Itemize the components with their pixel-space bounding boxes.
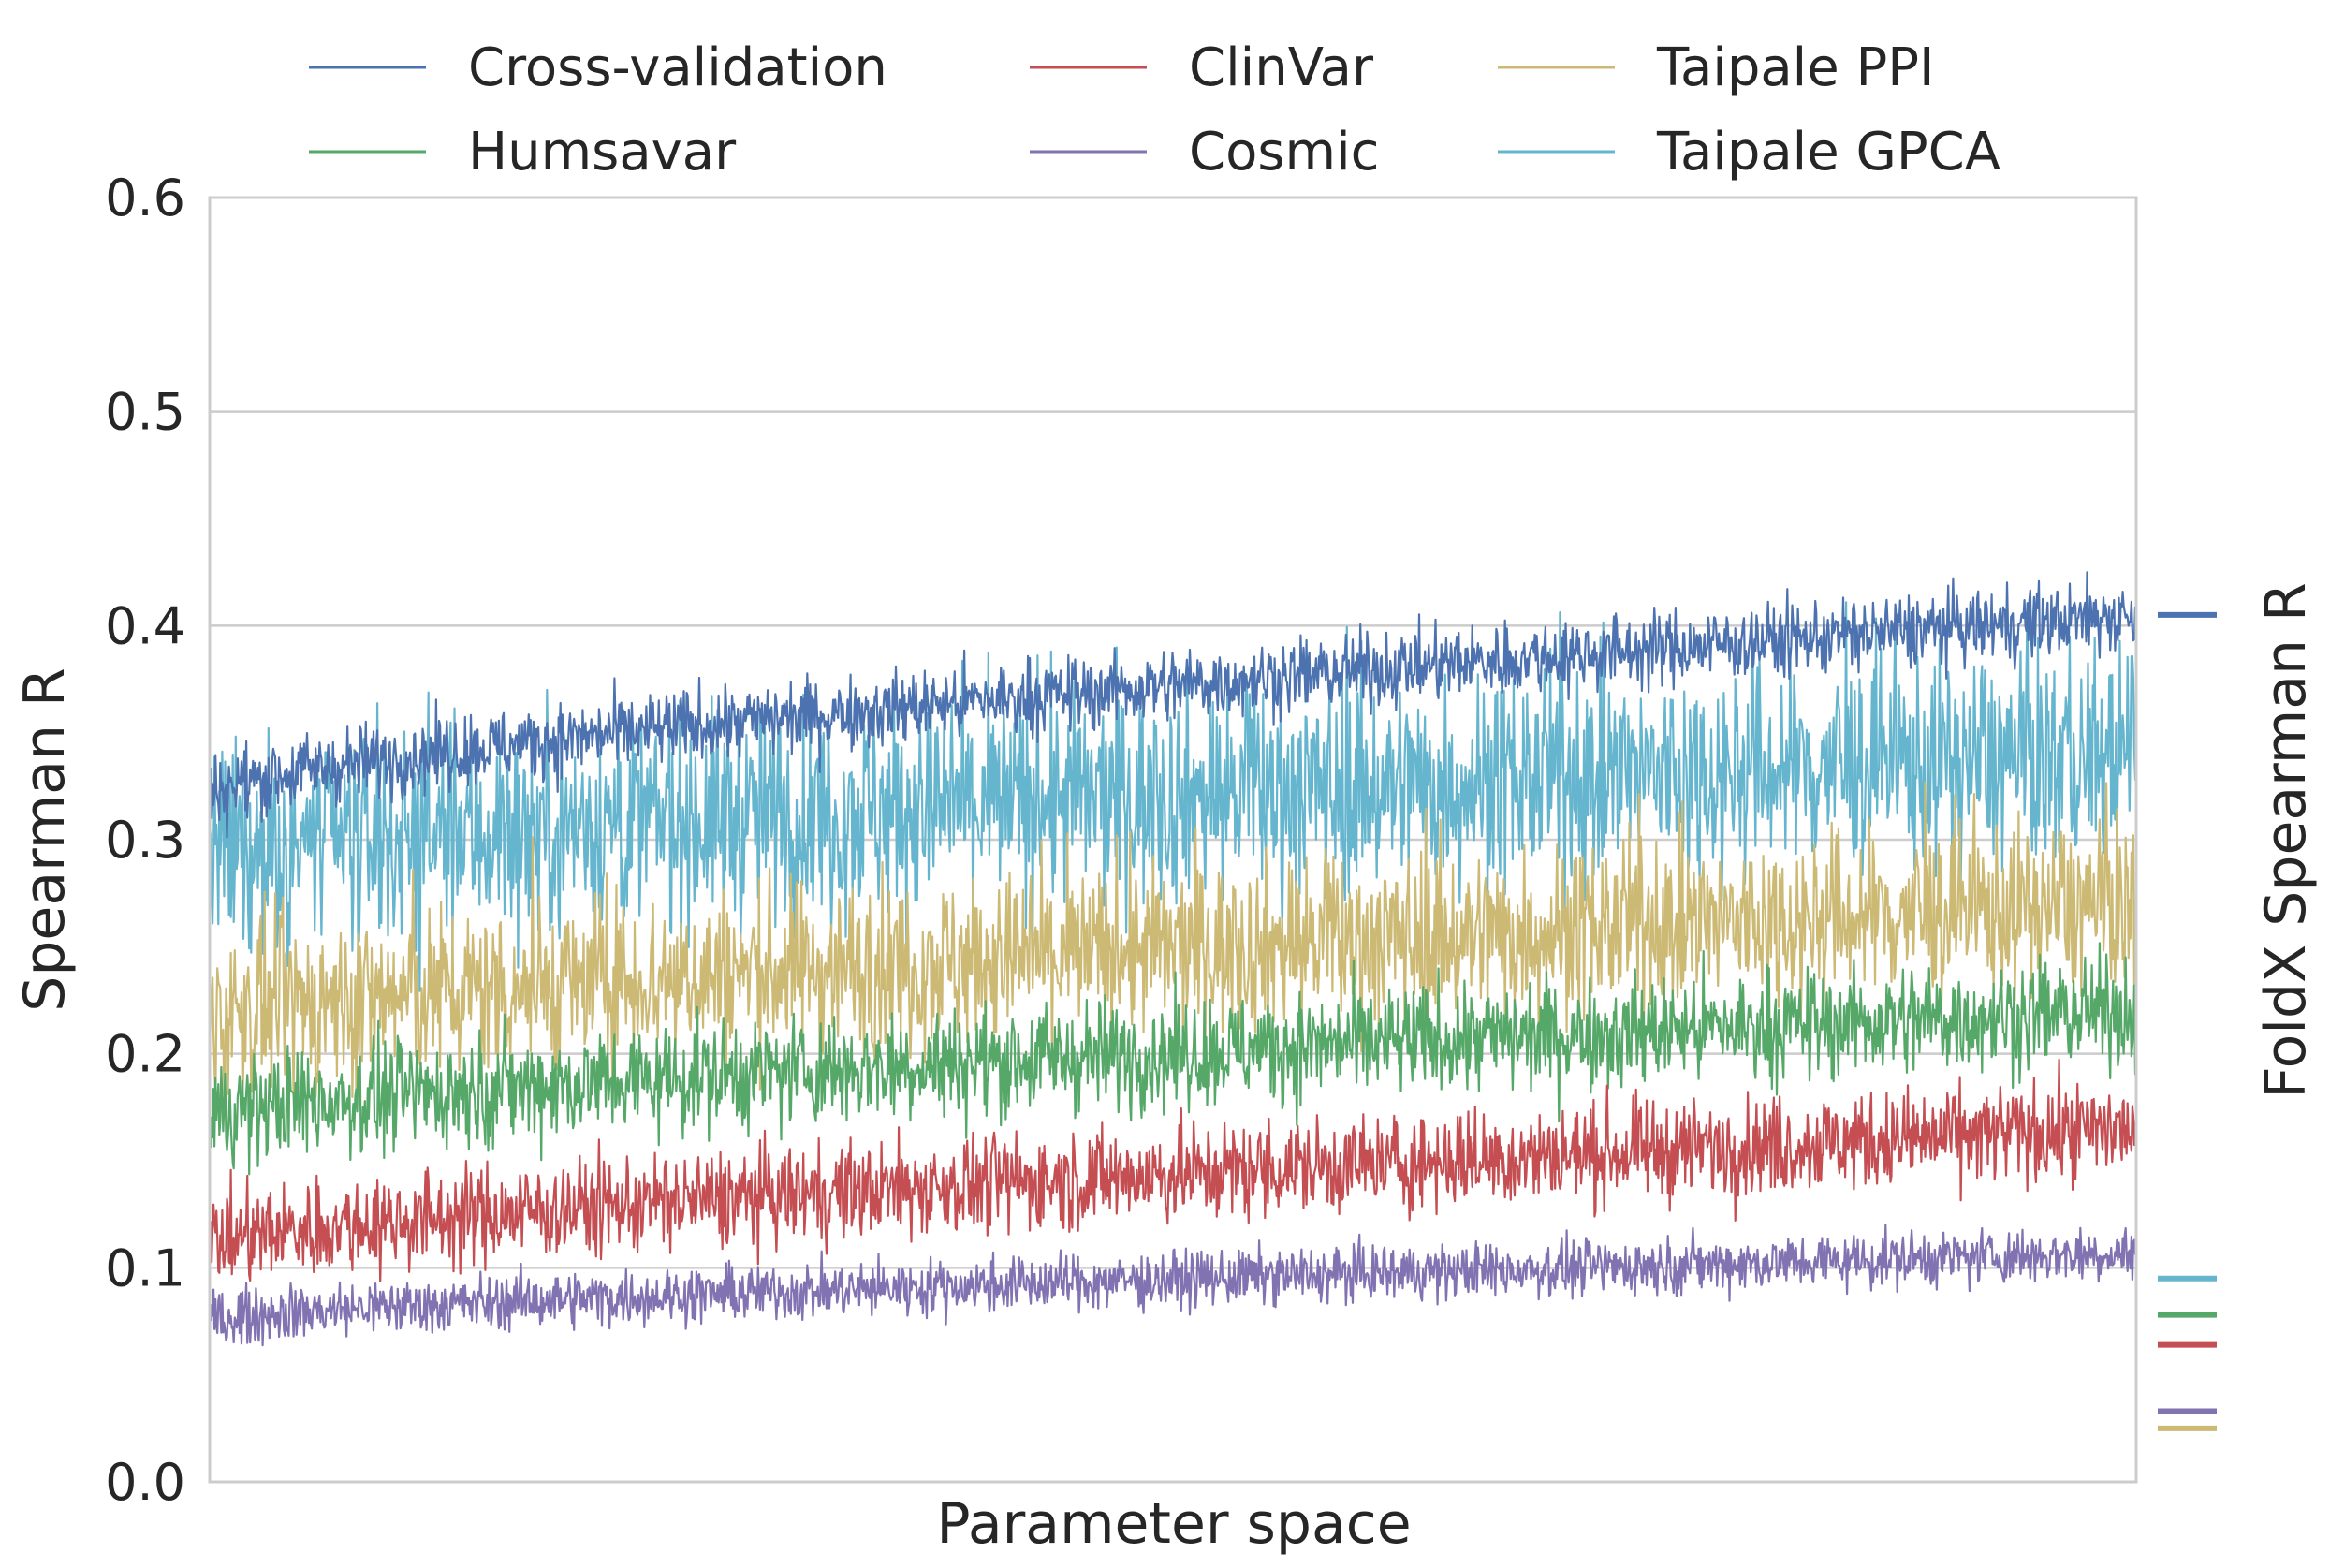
legend-label: ClinVar: [1189, 37, 1374, 98]
legend-label: Cosmic: [1189, 122, 1379, 183]
legend-label: Taipale GPCA: [1656, 122, 2000, 183]
y-tick-label: 0.0: [105, 1453, 185, 1512]
y-tick-label: 0.3: [105, 811, 185, 870]
y-tick-label: 0.2: [105, 1025, 185, 1084]
x-axis-label: Parameter space: [936, 1491, 1411, 1557]
series-line-cosmic: [209, 1224, 2138, 1347]
right-axis-label: FoldX Spearman R: [2253, 582, 2319, 1098]
y-tick-label: 0.1: [105, 1238, 185, 1297]
series-layer: [208, 571, 2138, 1347]
series-line-cross-validation: [208, 571, 2138, 839]
series-line-taipale-gpca: [208, 601, 2138, 992]
y-tick-label: 0.5: [105, 383, 185, 442]
y-tick-labels: 0.0 0.1 0.2 0.3 0.4 0.5 0.6: [105, 169, 185, 1512]
series-line-clinvar: [208, 1058, 2138, 1282]
foldx-markers: [2158, 611, 2217, 1431]
legend-label: Humsavar: [468, 122, 737, 183]
y-axis-label: Spearman R: [12, 667, 78, 1011]
legend: Cross-validation Humsavar ClinVar Cosmic Tai…: [309, 37, 2000, 183]
series-line-humsavar: [208, 942, 2138, 1176]
y-tick-label: 0.4: [105, 596, 185, 655]
y-tick-label: 0.6: [105, 169, 185, 227]
series-line-taipale-ppi: [208, 781, 2138, 1103]
plot-frame: [208, 196, 2138, 1484]
legend-label: Taipale PPI: [1656, 37, 1935, 98]
legend-label: Cross-validation: [468, 37, 887, 98]
